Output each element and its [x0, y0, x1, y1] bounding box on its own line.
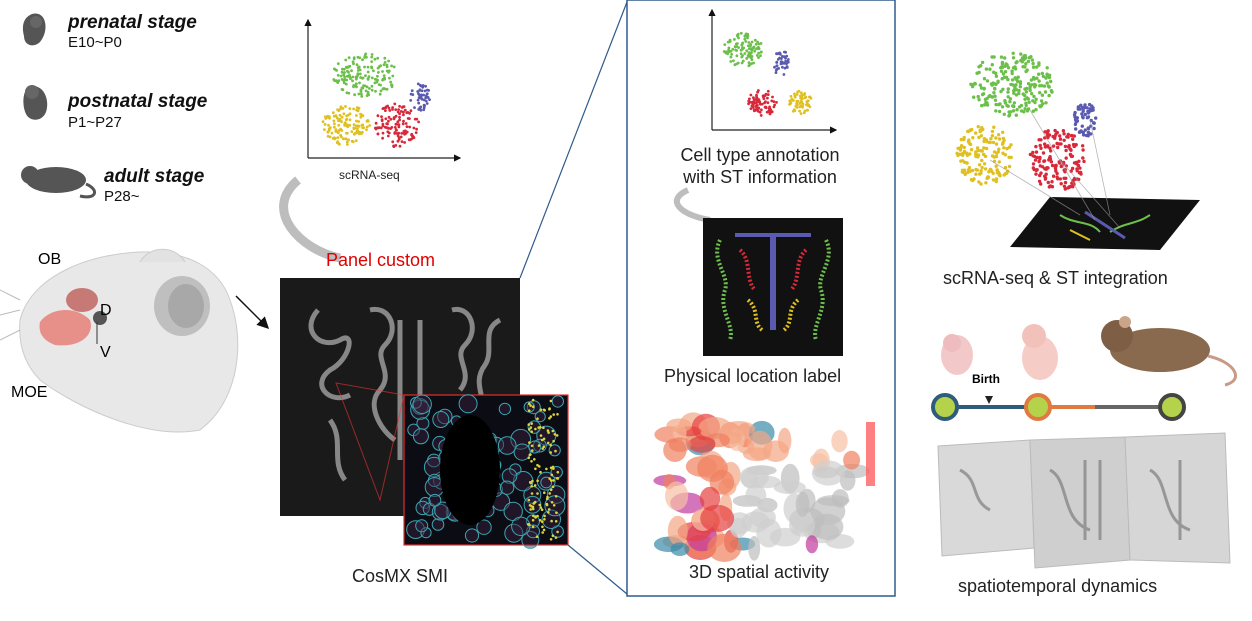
pink-embryo-icon	[941, 334, 973, 375]
mouse-head-illustration	[0, 248, 239, 433]
activity-colorbar	[866, 422, 875, 486]
annotation-label-line1: Cell type annotation	[680, 145, 840, 165]
pup-icon	[23, 85, 48, 120]
spatial-activity-image	[653, 412, 875, 563]
panel-custom-label: Panel custom	[326, 250, 436, 270]
spatial-activity-label: 3D spatial activity	[689, 562, 830, 582]
zoom-line-bottom	[567, 544, 628, 595]
annotation-to-location-arrow	[673, 187, 711, 223]
development-timeline	[931, 393, 1186, 421]
histology-sections	[937, 432, 1231, 569]
label-moe: MOE	[11, 384, 48, 401]
stage-prenatal-range: E10~P0	[68, 34, 122, 51]
scrna-axis-label: scRNA-seq	[339, 168, 400, 182]
annotation-scatter-clusters	[722, 31, 813, 117]
physical-location-image	[703, 218, 843, 356]
pink-pup-icon	[1022, 324, 1058, 380]
stage-adult-title: adult stage	[104, 166, 205, 187]
integration-scatter-clusters	[955, 51, 1098, 191]
embryo-icon	[22, 13, 46, 46]
adult-mouse-icon	[21, 166, 96, 199]
dynamics-label: spatiotemporal dynamics	[958, 576, 1158, 596]
cosmx-zoom-inset	[403, 394, 569, 549]
stage-postnatal-range: P1~P27	[68, 114, 122, 131]
cosmx-label: CosMX SMI	[352, 566, 449, 586]
annotation-frame	[626, 0, 896, 597]
zoom-line-top	[519, 1, 628, 279]
scrna-scatter-axes	[304, 18, 462, 162]
integration-slice	[989, 109, 1200, 250]
stage-adult-range: P28~	[104, 188, 140, 205]
stage-prenatal-title: prenatal stage	[68, 12, 197, 33]
label-ob: OB	[38, 251, 62, 268]
annotation-scatter-axes	[708, 8, 838, 134]
scrna-to-panel-arrow	[279, 176, 342, 263]
label-ventral: V	[100, 344, 111, 361]
physical-location-label: Physical location label	[664, 366, 842, 386]
scrna-scatter-clusters	[321, 52, 431, 149]
integration-label: scRNA-seq & ST integration	[943, 268, 1168, 288]
label-dorsal: D	[100, 302, 112, 319]
brown-mouse-icon	[1101, 316, 1237, 387]
annotation-label-line2: with ST information	[683, 167, 837, 187]
head-to-cosmx-arrow	[235, 295, 270, 330]
birth-label: Birth	[972, 372, 1000, 386]
stage-postnatal-title: postnatal stage	[68, 91, 208, 112]
